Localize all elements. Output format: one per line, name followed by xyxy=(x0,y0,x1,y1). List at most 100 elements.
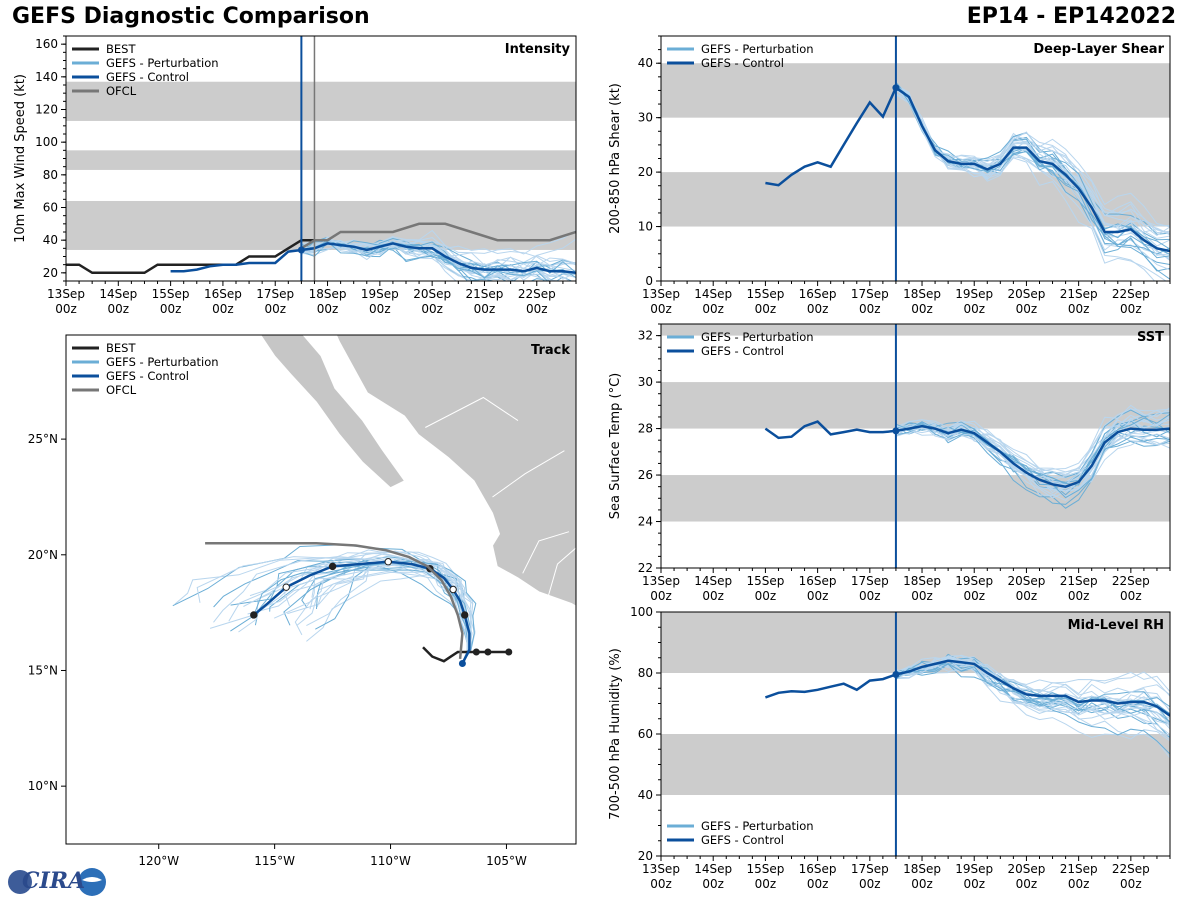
rh-band-0 xyxy=(661,734,1170,795)
intensity-xtick-hour: 00z xyxy=(526,302,548,316)
rh-xtick-hour: 00z xyxy=(911,877,933,891)
rh-band-1 xyxy=(661,612,1170,673)
intensity-xtick-hour: 00z xyxy=(55,302,77,316)
sst-perturbation-line xyxy=(895,413,1170,486)
intensity-xtick-date: 13Sep xyxy=(47,287,85,301)
shear-xtick-date: 22Sep xyxy=(1112,287,1150,301)
sst-xtick-date: 18Sep xyxy=(903,574,941,588)
track-best-point xyxy=(484,648,492,656)
sst-xtick-date: 14Sep xyxy=(694,574,732,588)
panel-shear: 01020304013Sep00z14Sep00z15Sep00z16Sep00… xyxy=(608,35,1171,316)
shear-legend-label: GEFS - Control xyxy=(701,56,784,70)
sst-ytick-label: 22 xyxy=(638,561,653,575)
track-legend-label: GEFS - Control xyxy=(106,369,189,383)
sst-xtick-hour: 00z xyxy=(755,589,777,603)
rh-perturbation-line xyxy=(895,663,1170,711)
rh-ytick-label: 40 xyxy=(638,788,653,802)
sst-xtick-date: 21Sep xyxy=(1060,574,1098,588)
track-ytick-label: 15°N xyxy=(28,663,58,677)
track-legend-label: BEST xyxy=(106,341,136,355)
panel-track: 120°W 115°W 110°W 105°W 10°N 15°N 20°N 25°N Trac… xyxy=(28,334,577,868)
sst-ytick-label: 30 xyxy=(638,375,653,389)
intensity-xtick-hour: 00z xyxy=(317,302,339,316)
intensity-xtick-hour: 00z xyxy=(160,302,182,316)
track-series-gefs-control xyxy=(252,560,471,665)
sst-xtick-hour: 00z xyxy=(1120,589,1142,603)
track-perturbation-line xyxy=(213,555,469,664)
intensity-perturbation-line xyxy=(301,240,549,281)
sst-perturbation-line xyxy=(895,404,1170,473)
baja-peninsula-land xyxy=(260,335,406,489)
intensity-xtick-hour: 00z xyxy=(369,302,391,316)
shear-plot-area xyxy=(661,63,1170,281)
cira-logo: CIRA xyxy=(4,866,108,898)
intensity-band-0 xyxy=(66,200,576,250)
sst-perturbation-line xyxy=(895,424,1170,501)
rh-analysis-point xyxy=(892,671,900,679)
intensity-xtick-hour: 00z xyxy=(474,302,496,316)
intensity-xtick-date: 14Sep xyxy=(99,287,137,301)
shear-panel-title: Deep-Layer Shear xyxy=(1033,42,1164,57)
rh-xtick-date: 21Sep xyxy=(1060,862,1098,876)
rh-xtick-hour: 00z xyxy=(702,877,724,891)
sst-xtick-date: 22Sep xyxy=(1112,574,1150,588)
intensity-xtick-date: 17Sep xyxy=(256,287,294,301)
sst-band-2 xyxy=(661,324,1170,336)
state-border xyxy=(547,547,576,597)
rh-series-gefs-control xyxy=(764,659,1170,717)
intensity-series-best xyxy=(66,238,315,275)
sst-perturbation-line xyxy=(895,416,1170,481)
track-xtick-label: 115°W xyxy=(254,854,295,868)
track-xtick-label: 110°W xyxy=(370,854,411,868)
track-perturbation-line xyxy=(301,558,471,664)
shear-xtick-date: 19Sep xyxy=(955,287,993,301)
sst-xtick-date: 13Sep xyxy=(642,574,680,588)
intensity-series-gefs-control xyxy=(170,242,576,275)
panel-rh: 2040608010013Sep00z14Sep00z15Sep00z16Sep… xyxy=(608,605,1171,891)
intensity-ytick-label: 160 xyxy=(35,37,58,51)
shear-xtick-date: 16Sep xyxy=(799,287,837,301)
shear-xtick-hour: 00z xyxy=(1016,302,1038,316)
intensity-xtick-hour: 00z xyxy=(421,302,443,316)
intensity-xtick-hour: 00z xyxy=(108,302,130,316)
logo-text: CIRA xyxy=(22,868,86,894)
shear-ylabel: 200-850 hPa Shear (kt) xyxy=(608,83,623,234)
intensity-ytick-label: 20 xyxy=(43,266,58,280)
sst-xtick-hour: 00z xyxy=(650,589,672,603)
intensity-xtick-date: 16Sep xyxy=(204,287,242,301)
intensity-xtick-date: 20Sep xyxy=(413,287,451,301)
track-best-point xyxy=(505,648,513,656)
intensity-ytick-label: 80 xyxy=(43,168,58,182)
panel-sst: 22242628303213Sep00z14Sep00z15Sep00z16Se… xyxy=(608,323,1171,603)
shear-ytick-label: 0 xyxy=(645,274,653,288)
rh-xtick-hour: 00z xyxy=(859,877,881,891)
rh-perturbation-line xyxy=(895,664,1170,719)
page-title: GEFS Diagnostic Comparison xyxy=(12,4,370,29)
sst-plot-area xyxy=(661,324,1170,522)
sst-xtick-date: 17Sep xyxy=(851,574,889,588)
state-border xyxy=(522,531,570,574)
panel-intensity: 2040608010012014016013Sep00z14Sep00z15Se… xyxy=(13,35,577,316)
sst-band-1 xyxy=(661,382,1170,429)
intensity-ylabel: 10m Max Wind Speed (kt) xyxy=(13,74,28,243)
rh-xtick-date: 15Sep xyxy=(746,862,784,876)
shear-xtick-hour: 00z xyxy=(702,302,724,316)
track-legend-label: OFCL xyxy=(106,383,137,397)
track-control-point xyxy=(250,611,258,619)
sst-xtick-hour: 00z xyxy=(702,589,724,603)
sst-panel-title: SST xyxy=(1137,330,1164,345)
intensity-ytick-label: 40 xyxy=(43,233,58,247)
rh-xtick-date: 13Sep xyxy=(642,862,680,876)
rh-xtick-hour: 00z xyxy=(755,877,777,891)
shear-xtick-date: 18Sep xyxy=(903,287,941,301)
track-perturbation-line xyxy=(230,563,471,664)
shear-xtick-hour: 00z xyxy=(807,302,829,316)
rh-xtick-date: 19Sep xyxy=(955,862,993,876)
logo-globe-icon xyxy=(8,870,32,894)
intensity-legend-label: BEST xyxy=(106,42,136,56)
intensity-xtick-date: 21Sep xyxy=(466,287,504,301)
sst-ytick-label: 24 xyxy=(638,515,653,529)
shear-xtick-hour: 00z xyxy=(859,302,881,316)
intensity-plot-area xyxy=(66,81,576,281)
track-perturbation-line xyxy=(294,571,474,664)
